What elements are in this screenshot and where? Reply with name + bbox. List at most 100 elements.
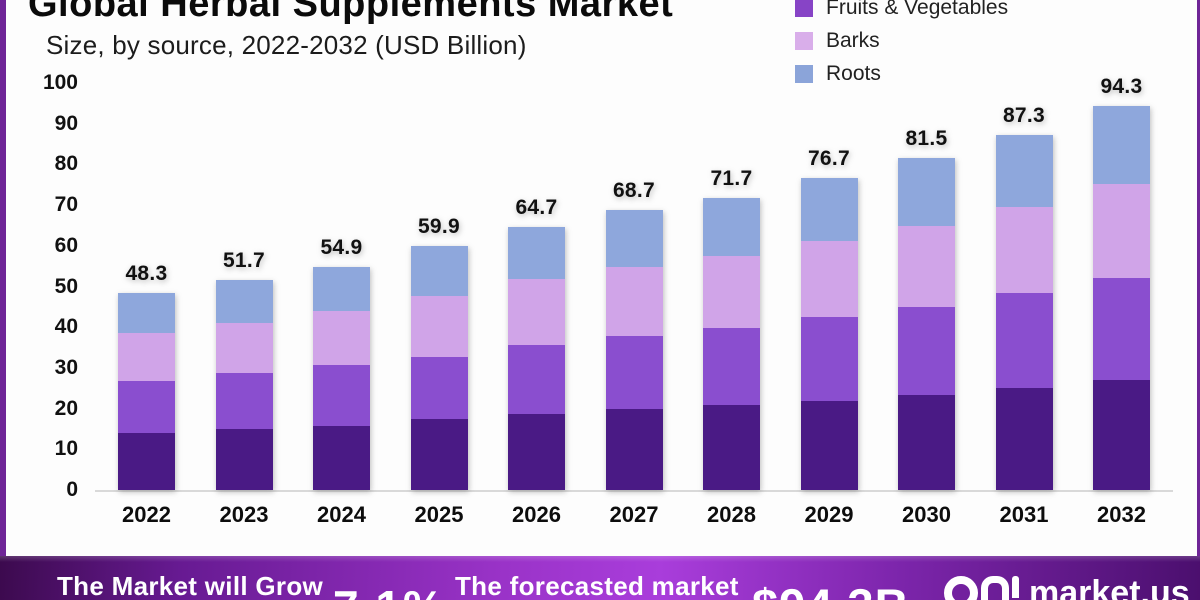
bar-segment-fruits-vegetables	[605, 336, 663, 410]
market-us-logo-arch-icon	[981, 576, 1009, 600]
bar-segment-roots	[118, 293, 175, 333]
legend-item: Roots	[795, 62, 1008, 85]
x-axis-label: 2026	[512, 502, 561, 527]
x-axis: 2022 2023 2024 2025 2026 2027 2028 2029 2030 2031…	[0, 502, 1200, 532]
bar-total-label: 51.7	[222, 248, 266, 272]
bar-segment-barks	[215, 323, 273, 374]
bar-segment-roots	[703, 198, 760, 256]
legend-item: Fruits & Vegetables	[795, 0, 1009, 19]
legend-swatch-icon	[795, 0, 813, 17]
bar-2030: 81.5	[898, 83, 955, 490]
bar-2029: 76.7	[800, 83, 858, 490]
bar-segment-leaves	[313, 426, 370, 490]
banner-highlight	[0, 556, 1200, 562]
page-subtitle: Size, by source, 2022-2032 (USD Billion)	[46, 30, 527, 60]
y-axis-tick: 40	[54, 315, 78, 339]
bar-segment-roots	[1093, 106, 1150, 185]
bar-total-label: 54.9	[320, 235, 363, 259]
bar-segment-fruits-vegetables	[800, 316, 858, 401]
bar-2027: 68.7	[605, 83, 663, 490]
bar-total-label: 48.3	[125, 262, 168, 286]
bar-segment-fruits-vegetables	[1093, 278, 1150, 381]
bar-segment-leaves	[410, 419, 468, 490]
y-axis-tick: 60	[54, 233, 78, 257]
bar-segment-barks	[118, 332, 175, 381]
bar-segment-fruits-vegetables	[508, 345, 565, 415]
bar-segment-fruits-vegetables	[703, 328, 760, 405]
bar-total-label: 68.7	[612, 179, 656, 203]
bar-segment-barks	[1093, 184, 1150, 279]
y-axis-tick: 20	[54, 396, 78, 420]
forecast-value: $94.3B	[752, 578, 910, 600]
footer-banner: The Market will Grow 7.1% The forecasted…	[0, 556, 1200, 600]
legend-label: Roots	[826, 62, 881, 85]
frame-border-left	[0, 0, 6, 600]
x-axis-label: 2024	[317, 502, 366, 527]
y-axis-tick: 80	[54, 152, 78, 176]
market-us-logo-stub-icon	[1012, 576, 1019, 598]
bar-segment-roots	[410, 246, 468, 296]
bar-segment-barks	[800, 240, 858, 317]
bar-2025: 59.9	[410, 83, 468, 490]
bar-total-label: 94.3	[1100, 75, 1143, 99]
x-axis-label: 2028	[707, 502, 756, 527]
bar-segment-leaves	[898, 395, 955, 490]
bar-segment-roots	[995, 134, 1053, 207]
bar-segment-leaves	[1093, 380, 1150, 490]
page-title: Global Herbal Supplements Market	[28, 0, 674, 25]
legend-label: Barks	[826, 29, 880, 52]
bar-segment-leaves	[800, 400, 858, 490]
market-grow-label: The Market will Grow	[57, 571, 324, 600]
bar-segment-roots	[508, 226, 565, 280]
frame-border-right	[1197, 0, 1200, 600]
market-us-logo-icon	[944, 576, 978, 600]
bar-segment-roots	[800, 177, 858, 241]
bar-segment-leaves	[118, 433, 175, 490]
bar-segment-fruits-vegetables	[410, 356, 468, 420]
bar-segment-fruits-vegetables	[215, 373, 273, 430]
bar-segment-barks	[605, 267, 663, 337]
x-axis-label: 2030	[902, 502, 951, 527]
y-axis-tick: 100	[42, 71, 78, 94]
bar-2023: 51.7	[215, 83, 273, 490]
x-axis-label: 2031	[999, 502, 1049, 527]
bar-total-label: 71.7	[710, 167, 753, 191]
legend-item: Barks	[795, 29, 1008, 52]
bar-2031: 87.3	[995, 83, 1053, 490]
y-axis-tick: 30	[54, 355, 78, 379]
cagr-value: 7.1%	[333, 580, 446, 600]
bar-segment-barks	[313, 310, 370, 366]
y-axis-tick: 0	[66, 478, 78, 501]
y-axis-tick: 10	[54, 437, 78, 461]
bar-segment-leaves	[605, 409, 663, 490]
bar-total-label: 76.7	[807, 146, 851, 170]
bar-2022: 48.3	[118, 83, 175, 490]
bar-2028: 71.7	[703, 83, 760, 490]
bar-total-label: 59.9	[417, 215, 461, 239]
legend: Fruits & Vegetables Barks Roots	[795, 0, 1008, 97]
bar-segment-barks	[508, 279, 565, 346]
plot-area: 48.3 51.7 54.9 59.9 64.7 68.7 71.7 76.7 81.5 87.3…	[95, 75, 1173, 492]
x-axis-label: 2032	[1097, 502, 1146, 527]
bar-total-label: 81.5	[905, 127, 948, 151]
bar-segment-leaves	[703, 404, 760, 490]
bar-segment-fruits-vegetables	[898, 307, 955, 396]
forecast-label: The forecasted market	[455, 571, 739, 600]
bar-total-label: 87.3	[1002, 103, 1046, 127]
bar-segment-fruits-vegetables	[995, 293, 1053, 389]
bar-segment-fruits-vegetables	[313, 365, 370, 427]
bar-2032: 94.3	[1093, 75, 1150, 490]
bar-segment-leaves	[215, 429, 273, 490]
bar-total-label: 64.7	[515, 195, 558, 219]
brand-logo: market.us	[944, 576, 1190, 600]
y-axis: 0 10 20 30 40 50 60 70 80 90 100	[0, 71, 78, 501]
bar-segment-roots	[898, 158, 955, 226]
bar-segment-leaves	[995, 388, 1053, 490]
bar-segment-barks	[898, 225, 955, 308]
bar-2024: 54.9	[313, 83, 370, 490]
x-axis-label: 2029	[804, 502, 854, 527]
legend-label: Fruits & Vegetables	[826, 0, 1009, 19]
bar-segment-barks	[703, 255, 760, 329]
x-axis-label: 2023	[219, 502, 269, 527]
stacked-bar-chart: 0 10 20 30 40 50 60 70 80 90 100 48.3 51.7 54.9 59.9 6…	[0, 71, 1200, 543]
